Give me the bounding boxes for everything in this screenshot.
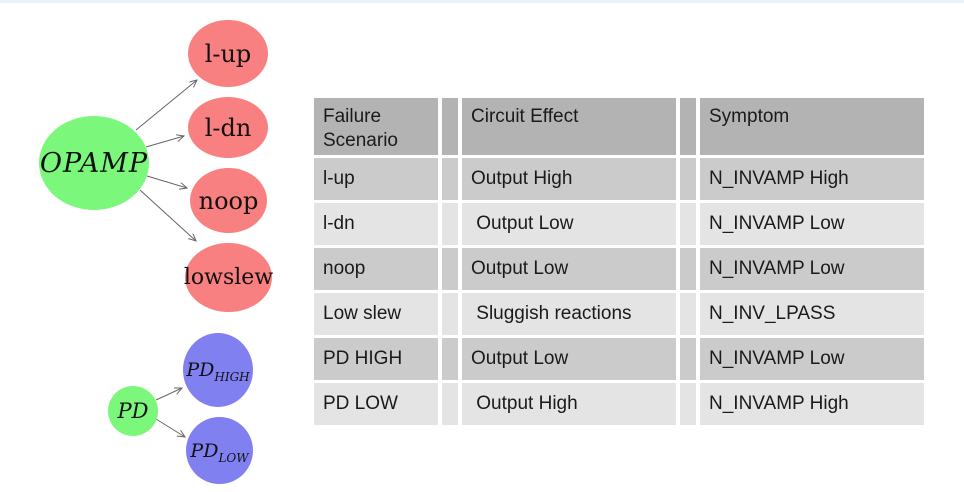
spacer-cell — [442, 203, 458, 245]
node-pd: PD — [108, 386, 158, 436]
edge-pd-pdlow — [155, 418, 185, 437]
edge-opamp-lowslew — [139, 189, 196, 241]
cell-scenario: PD LOW — [314, 383, 438, 425]
spacer-cell — [680, 203, 696, 245]
edge-opamp-ldn — [145, 136, 184, 148]
cell-effect: Output High — [462, 383, 676, 425]
node-lowslew: lowslew — [184, 243, 273, 312]
header-spacer-cell — [442, 98, 458, 155]
cell-symptom: N_INVAMP High — [700, 383, 924, 425]
cell-effect: Output High — [462, 158, 676, 200]
cell-scenario: noop — [314, 248, 438, 290]
window-top-edge — [0, 0, 964, 3]
spacer-cell — [680, 338, 696, 380]
spacer-cell — [442, 383, 458, 425]
edge-pd-pdhigh — [155, 388, 182, 401]
cell-symptom: N_INVAMP High — [700, 158, 924, 200]
spacer-cell — [680, 158, 696, 200]
node-l-dn: l-dn — [188, 97, 268, 158]
node-l-up: l-up — [188, 20, 268, 87]
node-noop: noop — [190, 168, 267, 233]
cell-scenario: Low slew — [314, 293, 438, 335]
cell-effect: Output Low — [462, 338, 676, 380]
header-cell-circuit-effect: Circuit Effect — [462, 98, 676, 155]
cell-symptom: N_INVAMP Low — [700, 203, 924, 245]
spacer-cell — [442, 338, 458, 380]
spacer-cell — [442, 158, 458, 200]
header-cell-symptom: Symptom — [700, 98, 924, 155]
header-cell-failure-scenario: Failure Scenario — [314, 98, 438, 155]
cell-effect: Output Low — [462, 248, 676, 290]
cell-symptom: N_INVAMP Low — [700, 248, 924, 290]
cell-effect: Sluggish reactions — [462, 293, 676, 335]
failure-scenario-table: Failure Scenario Circuit Effect Symptom l-u… — [314, 98, 924, 425]
spacer-cell — [442, 293, 458, 335]
node-opamp: OPAMP — [39, 116, 149, 210]
node-pd-high: PDHIGH — [183, 333, 253, 407]
cell-scenario: l-dn — [314, 203, 438, 245]
cell-scenario: l-up — [314, 158, 438, 200]
node-pd-low: PDLOW — [186, 417, 253, 484]
fault-tree-diagram: OPAMP l-up l-dn noop lowslew PD PDHIGH P… — [0, 0, 314, 492]
cell-symptom: N_INVAMP Low — [700, 338, 924, 380]
cell-scenario: PD HIGH — [314, 338, 438, 380]
spacer-cell — [680, 383, 696, 425]
header-spacer-cell — [680, 98, 696, 155]
cell-symptom: N_INV_LPASS — [700, 293, 924, 335]
edge-opamp-noop — [146, 175, 187, 188]
tree-edges — [135, 0, 314, 492]
pd-low-label: PDLOW — [190, 439, 249, 465]
edge-opamp-lup — [135, 80, 197, 131]
pd-high-label: PDHIGH — [186, 359, 250, 384]
cell-effect: Output Low — [462, 203, 676, 245]
spacer-cell — [680, 248, 696, 290]
spacer-cell — [680, 293, 696, 335]
spacer-cell — [442, 248, 458, 290]
